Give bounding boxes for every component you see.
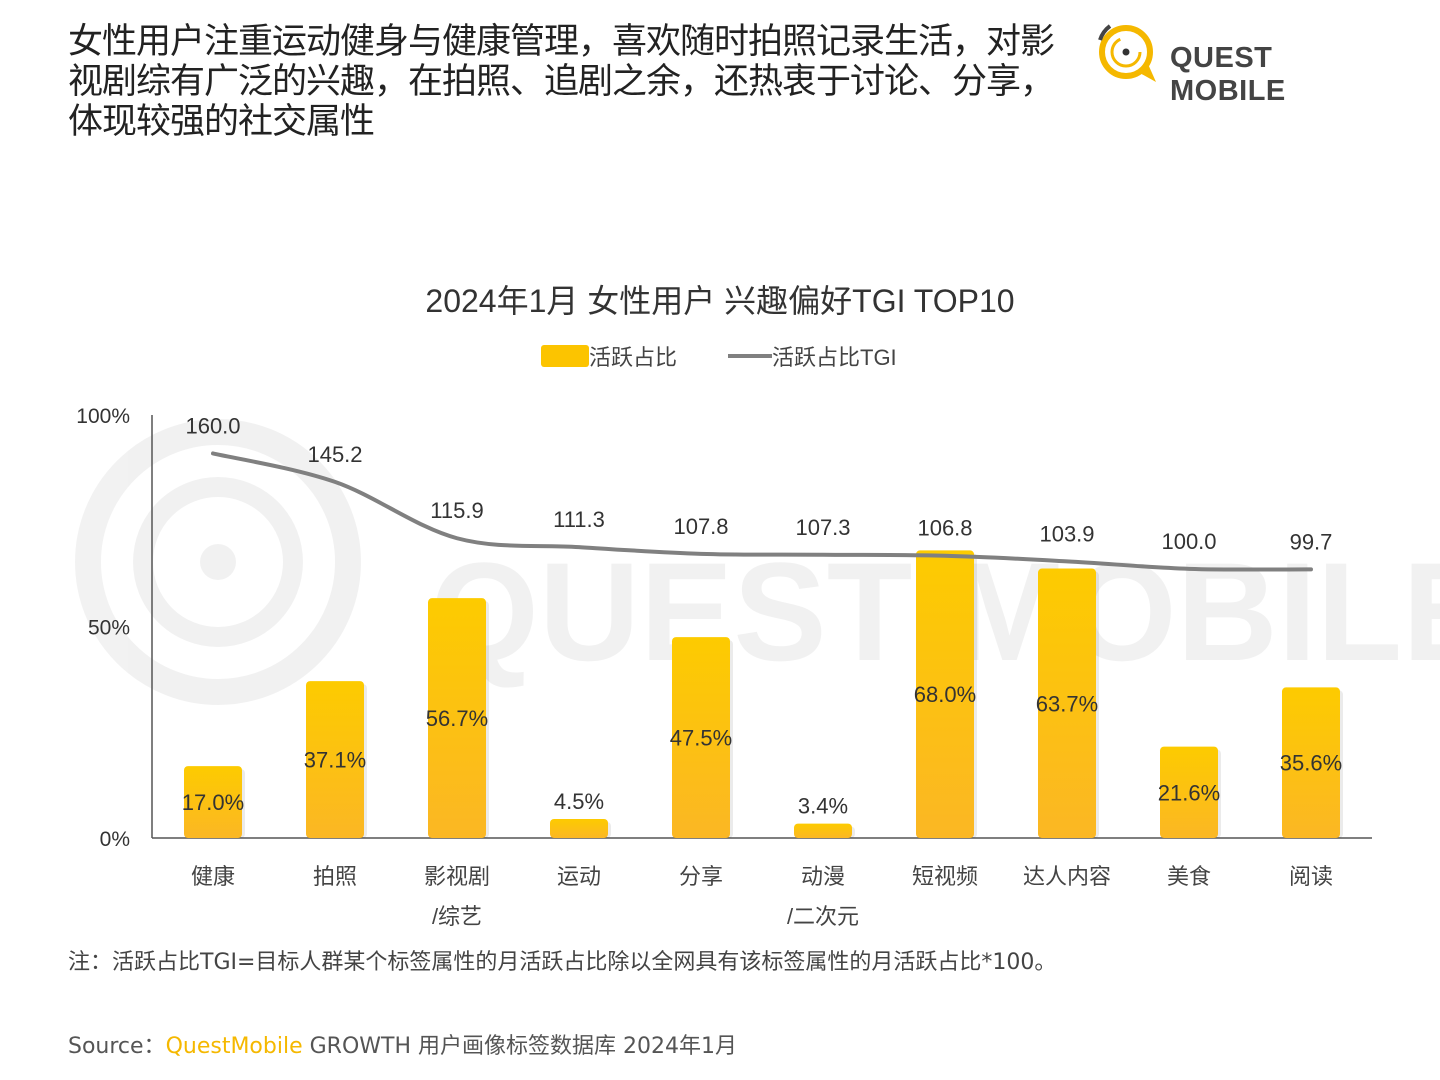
legend-bar-label: 活跃占比 [589,345,677,370]
tgi-value-label: 106.8 [917,516,972,541]
tgi-value-label: 115.9 [430,498,483,523]
bar [916,550,974,838]
legend: 活跃占比 活跃占比TGI [541,345,897,370]
x-tick-label: 健康 [191,864,235,889]
tgi-value-label: 100.0 [1161,529,1216,554]
source-rest: GROWTH 用户画像标签数据库 2024年1月 [302,1034,737,1059]
chart: QUEST MOBILE 2024年1月 女性用户 兴趣偏好TGI TOP10 … [75,283,1440,929]
tgi-value-label: 99.7 [1290,529,1333,554]
bar-value-label: 35.6% [1280,751,1342,776]
chart-title: 2024年1月 女性用户 兴趣偏好TGI TOP10 [425,283,1014,319]
bar [1038,568,1096,838]
y-tick-label: 100% [76,405,130,428]
bar [794,823,852,838]
bar-value-label: 63.7% [1036,691,1098,716]
bar-value-label: 21.6% [1158,780,1220,805]
x-tick-label: 达人内容 [1023,864,1111,889]
logo-icon [1098,24,1156,82]
footnote: 注：活跃占比TGI=目标人群某个标签属性的月活跃占比除以全网具有该标签属性的月活… [68,950,1057,975]
quest-mobile-logo: QUEST MOBILE [1090,18,1380,107]
tgi-value-label: 107.8 [673,514,728,539]
tgi-value-label: 103.9 [1039,521,1094,546]
x-tick-label: 动漫 [801,864,845,889]
bar [306,681,364,838]
bar-value-label: 37.1% [304,748,366,773]
bar-value-label: 3.4% [798,794,848,819]
x-tick-label: /综艺 [432,904,482,929]
y-tick-label: 50% [88,617,130,640]
tgi-value-label: 145.2 [307,442,362,467]
x-tick-label: 美食 [1167,864,1211,889]
x-tick-label: 阅读 [1289,864,1333,889]
bar-value-label: 17.0% [182,790,244,815]
y-tick-label: 0% [100,828,130,851]
bar [428,598,486,838]
bar [1282,687,1340,838]
x-tick-label: 运动 [557,864,601,889]
x-tick-label: 拍照 [313,864,357,889]
bar-value-label: 56.7% [426,706,488,731]
bar [672,637,730,838]
x-tick-label: 影视剧 [424,864,490,889]
x-tick-label: 短视频 [912,864,978,889]
headline: 女性用户注重运动健身与健康管理，喜欢随时拍照记录生活，对影视剧综有广泛的兴趣，在… [68,22,1055,142]
bar [184,766,242,838]
tgi-line [211,451,1313,572]
bar-value-label: 47.5% [670,726,732,751]
tgi-value-label: 107.3 [795,515,850,540]
legend-bar-swatch [541,345,589,367]
source-brand: QuestMobile [165,1034,303,1059]
bar-value-label: 4.5% [554,789,604,814]
bar-value-label: 68.0% [914,682,976,707]
x-tick-label: /二次元 [787,904,859,929]
logo-text: QUEST MOBILE [1170,42,1286,107]
tgi-value-label: 111.3 [553,507,605,532]
legend-line-label: 活跃占比TGI [772,345,897,370]
bar [1160,746,1218,838]
source: Source：QuestMobile GROWTH 用户画像标签数据库 2024… [68,1028,737,1060]
tgi-value-label: 160.0 [185,413,240,438]
source-prefix: Source： [68,1034,166,1059]
bar [550,818,608,838]
x-tick-label: 分享 [679,864,723,889]
